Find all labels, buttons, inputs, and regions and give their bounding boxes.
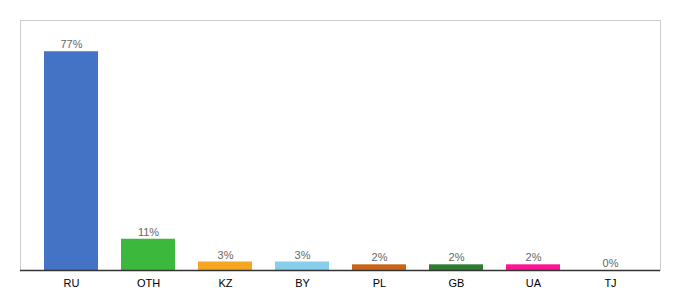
svg-text:2%: 2% bbox=[526, 251, 542, 263]
svg-text:0%: 0% bbox=[603, 257, 619, 269]
svg-text:BY: BY bbox=[295, 277, 310, 289]
svg-text:UA: UA bbox=[526, 277, 542, 289]
svg-text:PL: PL bbox=[373, 277, 386, 289]
svg-text:2%: 2% bbox=[372, 251, 388, 263]
svg-text:GB: GB bbox=[449, 277, 465, 289]
svg-text:3%: 3% bbox=[218, 248, 234, 260]
svg-text:TJ: TJ bbox=[604, 277, 616, 289]
svg-text:OTH: OTH bbox=[137, 277, 160, 289]
svg-text:KZ: KZ bbox=[218, 277, 232, 289]
svg-text:77%: 77% bbox=[60, 38, 82, 50]
svg-text:3%: 3% bbox=[295, 248, 311, 260]
svg-text:11%: 11% bbox=[138, 226, 159, 238]
svg-text:RU: RU bbox=[64, 277, 80, 289]
svg-text:2%: 2% bbox=[449, 251, 465, 263]
